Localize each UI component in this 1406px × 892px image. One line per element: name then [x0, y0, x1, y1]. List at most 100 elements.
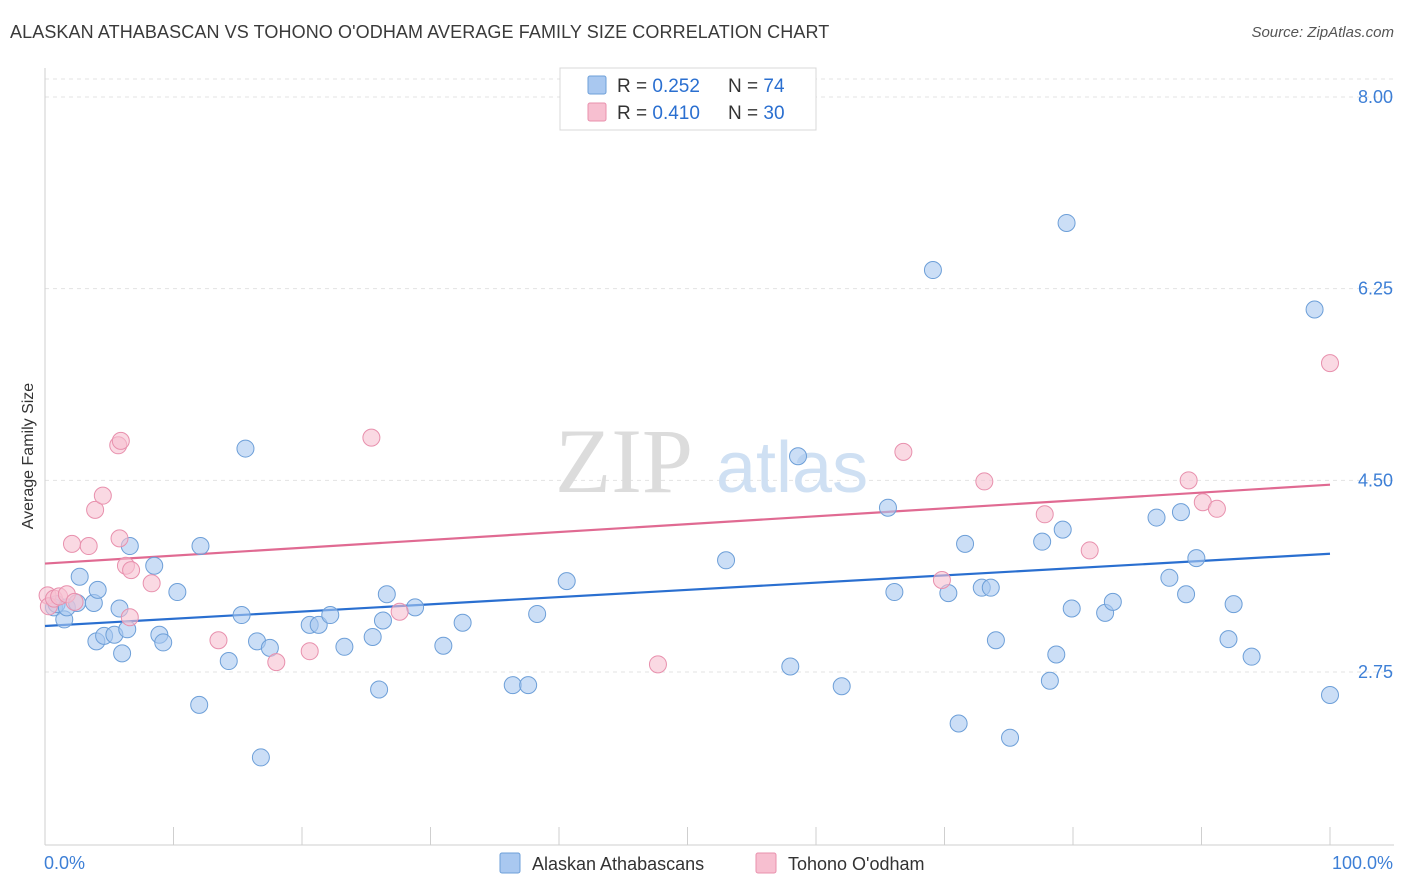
data-point-tohono: [932, 571, 951, 589]
data-point-athabascan: [557, 572, 576, 591]
bottom-legend-label-tohono: Tohono O'odham: [788, 854, 925, 874]
data-point-athabascan: [503, 676, 522, 695]
data-point-athabascan: [528, 604, 547, 623]
data-points: [38, 213, 1339, 767]
data-point-tohono: [120, 608, 139, 627]
data-point-athabascan: [1040, 671, 1059, 690]
data-point-athabascan: [232, 606, 251, 625]
data-point-athabascan: [168, 583, 187, 602]
data-point-athabascan: [949, 714, 968, 733]
data-point-athabascan: [1224, 595, 1243, 614]
y-tick-label: 6.25: [1358, 279, 1393, 299]
data-point-athabascan: [956, 534, 975, 553]
watermark-atlas: atlas: [716, 428, 868, 508]
data-point-athabascan: [1053, 520, 1072, 539]
bottom-legend-label-athabascan: Alaskan Athabascans: [532, 854, 704, 874]
data-point-athabascan: [70, 567, 89, 586]
data-point-athabascan: [236, 439, 255, 458]
data-point-athabascan: [986, 631, 1005, 650]
data-point-tohono: [1179, 471, 1198, 490]
data-point-tohono: [362, 428, 381, 447]
trend-line-athabascan: [44, 552, 1331, 628]
legend-n-label-2: N =: [728, 103, 763, 124]
data-point-athabascan: [363, 627, 382, 646]
data-point-athabascan: [1057, 213, 1076, 232]
data-point-tohono: [86, 500, 105, 519]
data-point-athabascan: [981, 578, 1000, 597]
svg-text:N = 74: N = 74: [728, 76, 785, 97]
x-tick-labels: 0.0% 100.0%: [44, 853, 1393, 873]
data-point-tohono: [1321, 354, 1339, 373]
data-point-tohono: [1080, 541, 1099, 560]
trend-line-tohono: [44, 483, 1331, 565]
data-point-athabascan: [1033, 532, 1052, 551]
trend-lines: [44, 483, 1331, 628]
correlation-legend: R = 0.252 N = 74 R = 0.410 N = 30: [559, 67, 817, 131]
bottom-legend-swatch-athabascan: [499, 852, 521, 874]
legend-n-value-2: 30: [763, 103, 784, 124]
data-point-athabascan: [377, 585, 396, 604]
data-point-tohono: [390, 602, 409, 621]
data-point-athabascan: [1103, 592, 1122, 611]
svg-text:R = 0.410: R = 0.410: [617, 103, 700, 124]
data-point-tohono: [111, 431, 130, 450]
data-point-athabascan: [832, 677, 851, 696]
bottom-legend-swatch-tohono: [755, 852, 777, 874]
data-point-athabascan: [251, 748, 270, 767]
data-point-tohono: [209, 631, 228, 650]
data-point-athabascan: [1062, 599, 1081, 618]
source-label[interactable]: Source: ZipAtlas.com: [1251, 24, 1394, 41]
data-point-athabascan: [191, 537, 210, 556]
grid-lines: [45, 78, 1394, 673]
y-tick-label: 8.00: [1358, 87, 1393, 107]
data-point-tohono: [894, 442, 913, 461]
data-point-athabascan: [878, 498, 897, 517]
data-point-athabascan: [1160, 568, 1179, 587]
x-tick-label-min: 0.0%: [44, 853, 85, 873]
y-tick-label: 4.50: [1358, 470, 1393, 490]
data-point-tohono: [110, 529, 129, 548]
data-point-athabascan: [1242, 647, 1261, 666]
legend-swatch-tohono: [587, 102, 607, 122]
data-point-athabascan: [717, 551, 736, 570]
data-point-tohono: [267, 653, 286, 672]
data-point-tohono: [1207, 499, 1226, 518]
data-point-athabascan: [370, 680, 389, 699]
data-point-athabascan: [145, 556, 164, 575]
data-point-athabascan: [453, 613, 472, 632]
data-point-tohono: [142, 574, 161, 593]
data-point-tohono: [65, 592, 84, 611]
data-point-athabascan: [519, 676, 538, 695]
data-point-tohono: [62, 534, 81, 553]
data-point-athabascan: [88, 580, 107, 599]
data-point-athabascan: [1171, 503, 1190, 522]
data-point-athabascan: [1187, 549, 1206, 568]
legend-n-label-1: N =: [728, 76, 763, 97]
data-point-athabascan: [406, 598, 425, 617]
watermark-zip: ZIP: [555, 410, 693, 512]
data-point-tohono: [93, 486, 112, 505]
legend-r-value-2: 0.410: [652, 103, 700, 124]
legend-swatch-athabascan: [587, 75, 607, 95]
y-tick-label: 2.75: [1358, 662, 1393, 682]
chart-title: ALASKAN ATHABASCAN VS TOHONO O'ODHAM AVE…: [10, 22, 830, 42]
data-point-athabascan: [1177, 585, 1196, 604]
data-point-athabascan: [1147, 508, 1166, 527]
data-point-athabascan: [1047, 645, 1066, 664]
data-point-tohono: [648, 655, 667, 674]
svg-text:N = 30: N = 30: [728, 103, 785, 124]
data-point-athabascan: [113, 644, 132, 663]
data-point-tohono: [1035, 505, 1054, 524]
data-point-athabascan: [1001, 728, 1020, 747]
data-point-athabascan: [373, 611, 392, 630]
data-point-athabascan: [789, 447, 808, 466]
legend-n-value-1: 74: [763, 76, 785, 97]
legend-r-label-2: R =: [617, 103, 652, 124]
data-point-athabascan: [309, 615, 328, 634]
series-legend: Alaskan Athabascans Tohono O'odham: [499, 852, 925, 874]
data-point-athabascan: [219, 652, 238, 671]
data-point-athabascan: [781, 657, 800, 676]
data-point-athabascan: [335, 637, 354, 656]
data-point-athabascan: [321, 606, 340, 625]
